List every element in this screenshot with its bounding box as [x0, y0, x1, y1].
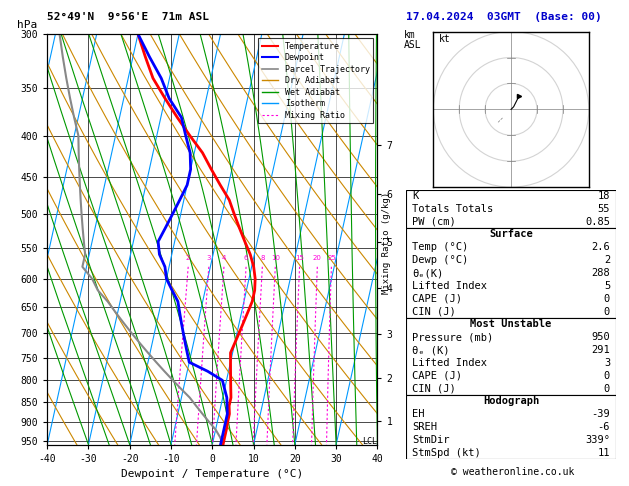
Text: kt: kt: [438, 34, 450, 44]
Text: 3: 3: [604, 358, 610, 368]
Legend: Temperature, Dewpoint, Parcel Trajectory, Dry Adiabat, Wet Adiabat, Isotherm, Mi: Temperature, Dewpoint, Parcel Trajectory…: [259, 38, 373, 123]
Text: 5: 5: [604, 281, 610, 291]
Text: 0: 0: [604, 383, 610, 394]
Text: 52°49'N  9°56'E  71m ASL: 52°49'N 9°56'E 71m ASL: [47, 12, 209, 22]
Text: 291: 291: [591, 345, 610, 355]
Text: 55: 55: [598, 204, 610, 214]
Text: 0.85: 0.85: [585, 217, 610, 226]
X-axis label: Dewpoint / Temperature (°C): Dewpoint / Temperature (°C): [121, 469, 303, 479]
Text: 4: 4: [222, 256, 226, 261]
Text: 2: 2: [186, 256, 191, 261]
Text: 15: 15: [295, 256, 304, 261]
Text: StmDir: StmDir: [412, 435, 450, 445]
Text: 17.04.2024  03GMT  (Base: 00): 17.04.2024 03GMT (Base: 00): [406, 12, 601, 22]
Text: 0: 0: [604, 294, 610, 304]
Text: StmSpd (kt): StmSpd (kt): [412, 448, 481, 458]
Text: 3: 3: [206, 256, 211, 261]
Text: LCL: LCL: [362, 437, 377, 447]
Text: 950: 950: [591, 332, 610, 342]
Text: 18: 18: [598, 191, 610, 201]
Text: 6: 6: [244, 256, 248, 261]
Text: θₑ(K): θₑ(K): [412, 268, 443, 278]
Text: Pressure (mb): Pressure (mb): [412, 332, 493, 342]
Text: Lifted Index: Lifted Index: [412, 281, 487, 291]
Text: CAPE (J): CAPE (J): [412, 294, 462, 304]
Text: 8: 8: [260, 256, 265, 261]
Text: 0: 0: [604, 307, 610, 316]
Text: Mixing Ratio (g/kg): Mixing Ratio (g/kg): [382, 192, 391, 294]
Text: θₑ (K): θₑ (K): [412, 345, 450, 355]
Text: -6: -6: [598, 422, 610, 432]
Text: 0: 0: [604, 371, 610, 381]
Text: Most Unstable: Most Unstable: [470, 319, 552, 330]
Text: -39: -39: [591, 409, 610, 419]
Text: Lifted Index: Lifted Index: [412, 358, 487, 368]
Text: Surface: Surface: [489, 229, 533, 240]
FancyBboxPatch shape: [406, 395, 616, 459]
Text: 2.6: 2.6: [591, 243, 610, 252]
Text: 339°: 339°: [585, 435, 610, 445]
Text: Totals Totals: Totals Totals: [412, 204, 493, 214]
FancyBboxPatch shape: [406, 190, 616, 228]
Text: SREH: SREH: [412, 422, 437, 432]
Text: EH: EH: [412, 409, 425, 419]
Text: hPa: hPa: [18, 20, 38, 30]
Text: K: K: [412, 191, 418, 201]
Text: © weatheronline.co.uk: © weatheronline.co.uk: [451, 467, 574, 477]
FancyBboxPatch shape: [406, 228, 616, 318]
FancyBboxPatch shape: [406, 318, 616, 395]
Text: 11: 11: [598, 448, 610, 458]
Text: CIN (J): CIN (J): [412, 383, 456, 394]
Text: PW (cm): PW (cm): [412, 217, 456, 226]
Text: 25: 25: [327, 256, 336, 261]
Text: km
ASL: km ASL: [404, 30, 421, 50]
Text: 288: 288: [591, 268, 610, 278]
Text: 20: 20: [313, 256, 322, 261]
Text: 2: 2: [604, 255, 610, 265]
Text: 10: 10: [271, 256, 280, 261]
Text: Temp (°C): Temp (°C): [412, 243, 468, 252]
Text: CAPE (J): CAPE (J): [412, 371, 462, 381]
Text: CIN (J): CIN (J): [412, 307, 456, 316]
Text: Dewp (°C): Dewp (°C): [412, 255, 468, 265]
Text: Hodograph: Hodograph: [483, 397, 539, 406]
